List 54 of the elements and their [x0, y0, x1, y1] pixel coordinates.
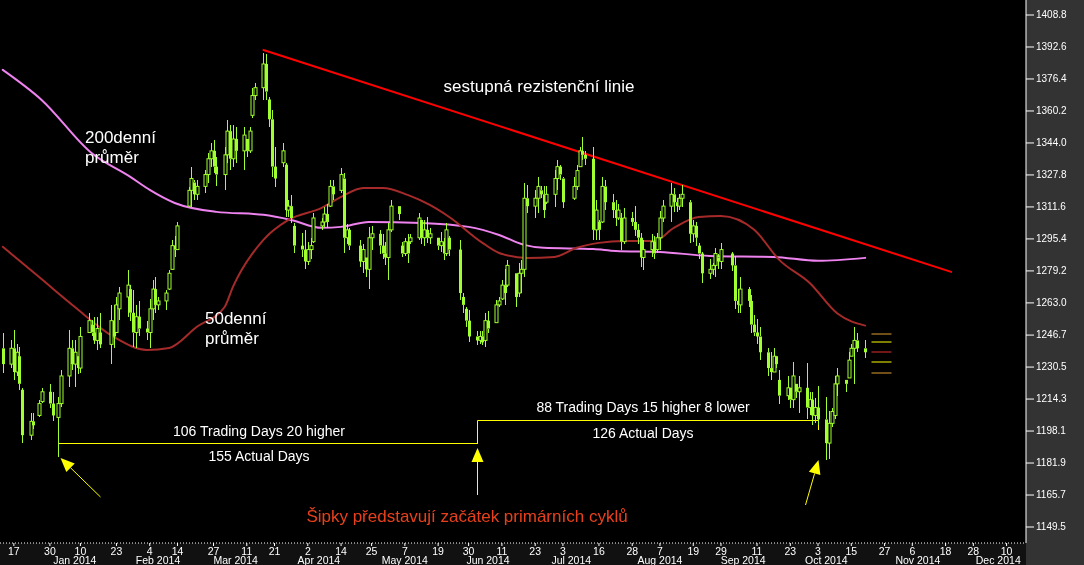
x-tick-label: 6: [909, 544, 916, 557]
y-tick-label: 1149.5: [1036, 520, 1067, 532]
x-tick-label: 11: [751, 544, 763, 557]
y-tick-label: 1230.5: [1036, 360, 1068, 372]
annotation: 106 Trading Days 20 higher: [173, 422, 346, 439]
y-tick-label: 1214.3: [1036, 392, 1068, 404]
x-tick-label: 3: [815, 544, 822, 557]
y-tick-label: 1165.7: [1036, 488, 1067, 500]
x-tick-label: 2: [304, 544, 311, 557]
x-tick-label: 10: [74, 544, 87, 557]
x-tick-label: 16: [593, 544, 605, 557]
y-tick-label: 1198.1: [1036, 424, 1067, 436]
x-tick-label: 25: [365, 544, 378, 557]
x-tick-label: 15: [845, 544, 858, 557]
y-tick-label: 1408.8: [1036, 8, 1068, 20]
y-tick-label: 1360.2: [1036, 104, 1068, 116]
x-tick-label: 14: [171, 544, 184, 557]
x-tick-label: 10: [1000, 544, 1013, 557]
annotation: 126 Actual Days: [592, 424, 694, 441]
x-tick-label: 23: [110, 544, 123, 557]
x-tick-label: 29: [715, 544, 727, 557]
y-tick-label: 1263.0: [1036, 296, 1068, 308]
x-tick-label: 18: [939, 544, 952, 557]
x-tick-label: 19: [432, 544, 445, 557]
y-tick-label: 1295.4: [1036, 232, 1068, 244]
y-tick-label: 1311.6: [1036, 200, 1067, 212]
x-tick-label: 30: [44, 544, 56, 557]
annotation: Šipky představují začátek primárních cyklů: [306, 507, 628, 527]
annotation: 155 Actual Days: [208, 447, 310, 464]
x-tick-label: 28: [967, 544, 980, 557]
y-tick-label: 1181.9: [1036, 456, 1067, 468]
annotation: sestupná rezistenční linie: [443, 77, 635, 97]
y-tick-label: 1344.0: [1036, 136, 1068, 148]
x-tick-label: 11: [496, 544, 508, 557]
x-tick-label: 28: [626, 544, 639, 557]
y-tick-label: 1246.7: [1036, 328, 1068, 340]
x-tick-label: 23: [529, 544, 542, 557]
y-tick-label: 1376.4: [1036, 72, 1068, 84]
x-tick-label: 19: [687, 544, 700, 557]
y-tick-label: 1279.2: [1036, 264, 1068, 276]
x-tick-label: 27: [207, 544, 220, 557]
x-tick-label: 17: [8, 544, 20, 557]
x-tick-label: 3: [559, 544, 566, 557]
x-tick-label: 11: [241, 544, 253, 557]
annotation: 50denní průměr: [205, 309, 267, 349]
annotation: 88 Trading Days 15 higher 8 lower: [536, 398, 750, 415]
y-tick-label: 1327.8: [1036, 168, 1068, 180]
x-tick-label: 4: [146, 544, 153, 557]
x-tick-label: 23: [784, 544, 797, 557]
x-tick-label: 14: [335, 544, 348, 557]
y-tick-label: 1392.6: [1036, 40, 1068, 52]
x-tick-label: 21: [268, 544, 281, 557]
x-tick-label: 27: [878, 544, 891, 557]
x-tick-label: 30: [462, 544, 475, 557]
